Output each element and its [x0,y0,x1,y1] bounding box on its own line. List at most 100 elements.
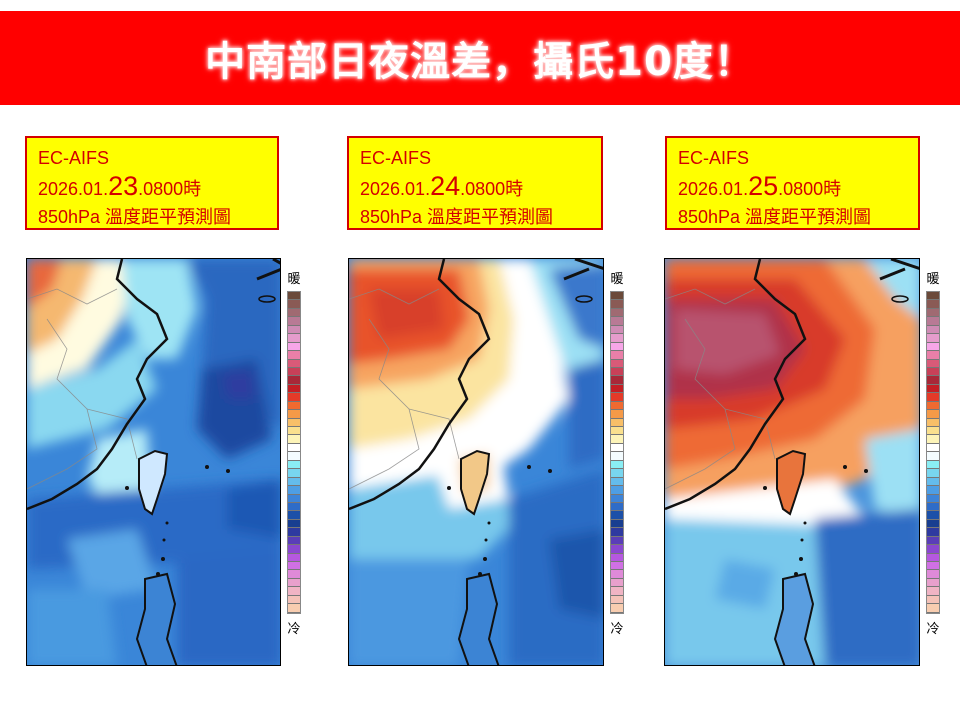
chart-subtitle: 850hPa 溫度距平預測圖 [38,207,232,227]
colorbar-scale [287,291,301,614]
anomaly-map-3 [664,258,920,666]
colorbar-segment [927,562,939,571]
chart-subtitle: 850hPa 溫度距平預測圖 [360,207,554,227]
colorbar-segment [288,578,300,588]
colorbar-segment [611,460,623,470]
chart-subtitle: 850hPa 溫度距平預測圖 [678,207,872,227]
colorbar-segment [927,469,939,478]
colorbar-segment [927,401,939,411]
colorbar-segment [288,528,300,537]
date-suffix: .0800時 [778,179,842,199]
colorbar-segment [927,410,939,419]
colorbar-segment [927,519,939,529]
colorbar-segment [611,545,623,554]
date-prefix: 2026.01. [38,179,109,199]
colorbar-segment [611,469,623,478]
colorbar-segment [288,334,300,343]
colorbar-segment [927,367,939,377]
colorbar-segment [927,359,939,368]
forecast-label-2: EC-AIFS 2026.01.24.0800時 850hPa 溫度距平預測圖 [347,136,603,230]
warm-label: 暖 [287,272,301,287]
colorbar-segment [927,578,939,588]
forecast-label-3: EC-AIFS 2026.01.25.0800時 850hPa 溫度距平預測圖 [665,136,920,230]
forecast-time: 2026.01.24.0800時 [360,172,601,203]
colorbar-segment [927,443,939,453]
colorbar-segment [927,502,939,512]
colorbar-segment [927,553,939,562]
colorbar-segment [288,376,300,385]
colorbar-segment [927,376,939,385]
colorbar-segment [927,393,939,402]
model-name: EC-AIFS [678,148,750,168]
colorbar-segment [288,536,300,546]
colorbar-segment [611,443,623,453]
colorbar-segment [611,511,623,520]
colorbar-segment [288,418,300,427]
colorbar-segment [611,604,623,613]
colorbar-segment [611,570,623,579]
colorbar-3: 暖 冷 [925,268,947,637]
colorbar-scale [610,291,624,614]
colorbar-segment [288,367,300,377]
colorbar-segment [288,595,300,605]
colorbar-segment [611,334,623,343]
date-suffix: .0800時 [138,179,202,199]
date-day: 23 [108,171,139,201]
banner-title: 中南部日夜溫差，攝氏10度！ [205,39,755,85]
colorbar-segment [927,486,939,495]
colorbar-segment [288,384,300,394]
colorbar-segment [611,351,623,360]
cold-label: 冷 [287,621,301,637]
cold-label: 冷 [610,621,624,637]
date-suffix: .0800時 [460,179,524,199]
colorbar-segment [611,427,623,436]
colorbar-segment [927,427,939,436]
colorbar-segment [611,376,623,385]
colorbar-segment [288,553,300,562]
colorbar-segment [288,292,300,301]
colorbar-segment [927,300,939,309]
date-day: 24 [430,171,461,201]
colorbar-segment [927,604,939,613]
colorbar-segment [288,443,300,453]
colorbar-segment [611,410,623,419]
colorbar-segment [288,452,300,461]
colorbar-segment [611,292,623,301]
colorbar-segment [927,292,939,301]
colorbar-segment [611,502,623,512]
colorbar-segment [288,587,300,596]
colorbar-segment [611,486,623,495]
date-day: 25 [748,171,779,201]
colorbar-segment [927,595,939,605]
colorbar-segment [927,477,939,487]
title-banner: 中南部日夜溫差，攝氏10度！ [0,11,960,105]
colorbar-segment [611,562,623,571]
date-prefix: 2026.01. [678,179,749,199]
colorbar-segment [927,435,939,444]
colorbar-segment [611,325,623,335]
colorbar-segment [288,435,300,444]
colorbar-segment [611,528,623,537]
colorbar-segment [288,477,300,487]
colorbar-segment [288,570,300,579]
colorbar-segment [927,384,939,394]
colorbar-segment [611,435,623,444]
colorbar-segment [288,300,300,309]
colorbar-segment [927,452,939,461]
colorbar-segment [611,342,623,352]
colorbar-segment [927,587,939,596]
colorbar-scale [926,291,940,614]
colorbar-segment [611,418,623,427]
colorbar-segment [611,536,623,546]
colorbar-segment [611,452,623,461]
colorbar-segment [288,545,300,554]
colorbar-segment [927,334,939,343]
colorbar-segment [288,317,300,326]
colorbar-segment [288,359,300,368]
colorbar-segment [611,553,623,562]
colorbar-segment [927,570,939,579]
colorbar-segment [288,604,300,613]
colorbar-segment [611,578,623,588]
colorbar-segment [611,367,623,377]
colorbar-segment [927,317,939,326]
